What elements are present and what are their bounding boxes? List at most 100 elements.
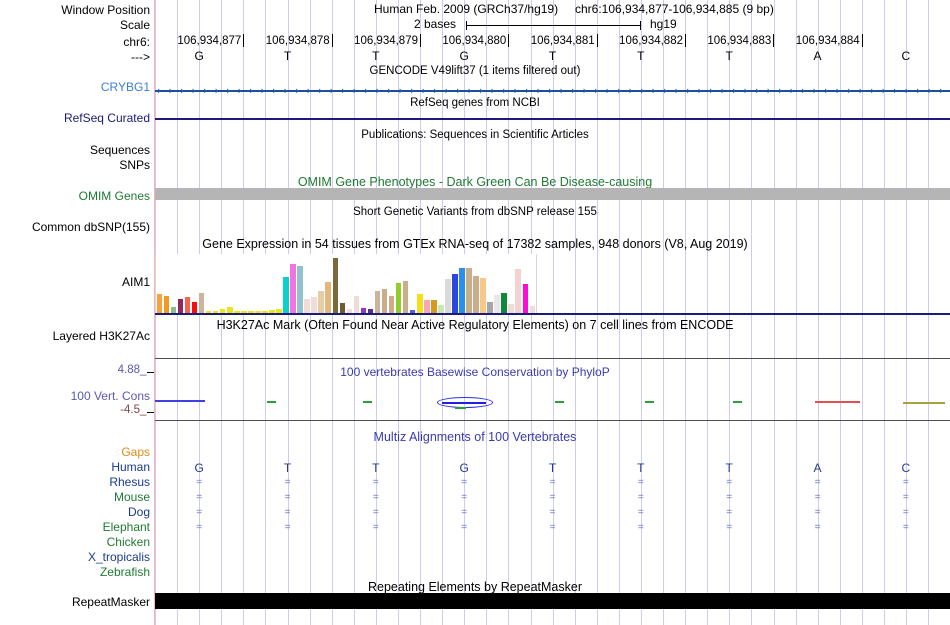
gtex-tissue-bar[interactable] [438,304,444,314]
gtex-tissue-bar[interactable] [381,288,388,314]
gtex-tissue-bar[interactable] [191,302,198,314]
gtex-tissue-bar[interactable] [501,293,507,314]
gtex-tissue-bar[interactable] [163,295,170,314]
gtex-tissue-bar[interactable] [283,276,289,314]
gtex-tissue-bar[interactable] [424,300,430,314]
gene-strand-arrow: › [916,84,921,97]
multiz-species-label-x_tropicalis[interactable]: X_tropicalis [87,550,150,564]
multiz-species-label-rhesus[interactable]: Rhesus [109,475,150,489]
track-label-repeatmasker[interactable]: RepeatMasker [71,595,150,609]
gtex-tissue-bar[interactable] [318,291,324,314]
gencode-gene-row[interactable]: › › › › › › › › › › › › › › › › › › › › › › › › › › › › › › › › › › › › › › › ›… [155,84,950,97]
gtex-tissue-bar[interactable] [276,309,282,314]
gtex-tissue-bar[interactable] [480,277,486,314]
multiz-align-mark: = [726,507,733,518]
track-label-omim[interactable]: OMIM Genes [78,189,150,203]
track-label-gtex[interactable]: AIM1 [121,275,150,289]
omim-gene-bar[interactable] [155,188,950,200]
gene-strand-arrow: › [479,84,484,97]
gtex-tissue-bar[interactable] [388,295,395,314]
gtex-tissue-bar[interactable] [304,298,310,314]
gene-strand-arrow: › [617,84,622,97]
ruler-base-letter: C [901,49,911,63]
gtex-tissue-bar[interactable] [402,281,409,314]
gtex-expression-chart[interactable] [155,254,537,314]
gtex-tissue-bar[interactable] [346,309,353,314]
gtex-tissue-bar[interactable] [374,291,381,314]
track-label-cons[interactable]: 100 Vert. Cons [70,389,150,403]
gtex-tissue-bar[interactable] [508,304,514,314]
track-label-dbsnp[interactable]: Common dbSNP(155) [31,220,150,234]
gtex-tissue-bar[interactable] [416,294,423,314]
multiz-base-letter: T [725,461,733,475]
gtex-tissue-bar[interactable] [219,309,226,314]
ruler-base-letter: T [283,49,292,63]
gene-strand-arrow: › [870,84,875,97]
track-title-gtex: Gene Expression in 54 tissues from GTEx … [202,237,748,251]
ruler-base-letter: G [194,49,204,63]
grid-line [862,0,863,625]
multiz-species-label-zebrafish[interactable]: Zebrafish [99,565,150,579]
multiz-species-label-gaps[interactable]: Gaps [121,445,150,459]
gtex-tissue-bar[interactable] [353,295,360,314]
multiz-align-mark: = [814,492,821,503]
gtex-tissue-bar[interactable] [177,298,184,314]
gtex-tissue-bar[interactable] [170,306,177,314]
gtex-tissue-bar[interactable] [262,311,268,314]
gtex-tissue-bar[interactable] [332,258,339,314]
gtex-tissue-bar[interactable] [360,307,367,314]
gtex-tissue-bar[interactable] [487,302,493,314]
gtex-tissue-bar[interactable] [311,296,317,314]
track-label-refseq[interactable]: RefSeq Curated [63,111,150,125]
gtex-tissue-bar[interactable] [184,296,191,314]
multiz-species-label-chicken[interactable]: Chicken [106,535,150,549]
conservation-max-tick [147,372,154,373]
gtex-tissue-bar[interactable] [473,276,479,314]
gtex-tissue-bar[interactable] [255,311,261,314]
gtex-tissue-bar[interactable] [269,310,275,314]
gtex-tissue-bar[interactable] [248,311,254,314]
gtex-tissue-bar[interactable] [234,311,240,314]
gene-strand-arrow: › [548,84,553,97]
track-label-gencode[interactable]: CRYBG1 [100,80,150,94]
gtex-tissue-bar[interactable] [395,283,402,314]
gtex-tissue-bar[interactable] [515,268,522,314]
gtex-tissue-bar[interactable] [212,311,219,314]
multiz-species-label-dog[interactable]: Dog [127,505,150,519]
gtex-tissue-bar[interactable] [452,274,458,314]
repeatmasker-bar[interactable] [155,593,950,609]
gtex-tissue-bar[interactable] [226,306,233,314]
gtex-tissue-bar[interactable] [241,311,247,314]
ruler-coordinate: 106,934,881 [530,35,595,47]
multiz-species-label-human[interactable]: Human [111,460,150,474]
gtex-tissue-bar[interactable] [198,293,205,314]
gtex-tissue-bar[interactable] [445,278,451,314]
gtex-tissue-bar[interactable] [339,303,346,314]
track-label-sequences[interactable]: Sequences [89,143,150,157]
multiz-species-label-mouse[interactable]: Mouse [113,490,150,504]
multiz-align-mark: = [284,477,291,488]
track-label-h3k27ac[interactable]: Layered H3K27Ac [52,329,150,343]
gtex-tissue-bar[interactable] [290,264,296,314]
conservation-plot[interactable] [155,358,950,420]
gtex-tissue-bar[interactable] [529,305,536,314]
grid-line [553,0,554,625]
multiz-species-label-elephant[interactable]: Elephant [102,520,150,534]
gtex-tissue-bar[interactable] [466,267,472,314]
gtex-tissue-bar[interactable] [297,266,303,314]
gtex-tissue-bar[interactable] [367,308,374,314]
gtex-tissue-bar[interactable] [431,299,437,314]
track-label-snps[interactable]: SNPs [119,158,150,172]
gtex-tissue-bar[interactable] [205,311,212,314]
gtex-tissue-bar[interactable] [325,282,332,314]
gtex-tissue-bar[interactable] [494,295,500,314]
gene-strand-arrow: › [398,84,403,97]
gtex-tissue-bar[interactable] [459,267,465,314]
gtex-tissue-bar[interactable] [156,294,163,314]
gene-strand-arrow: › [525,84,530,97]
gtex-tissue-bar[interactable] [409,310,416,314]
conservation-bar [733,401,742,403]
gene-body-line [155,90,950,92]
gtex-tissue-bar[interactable] [522,284,529,314]
scale-db-label: hg19 [650,17,677,31]
